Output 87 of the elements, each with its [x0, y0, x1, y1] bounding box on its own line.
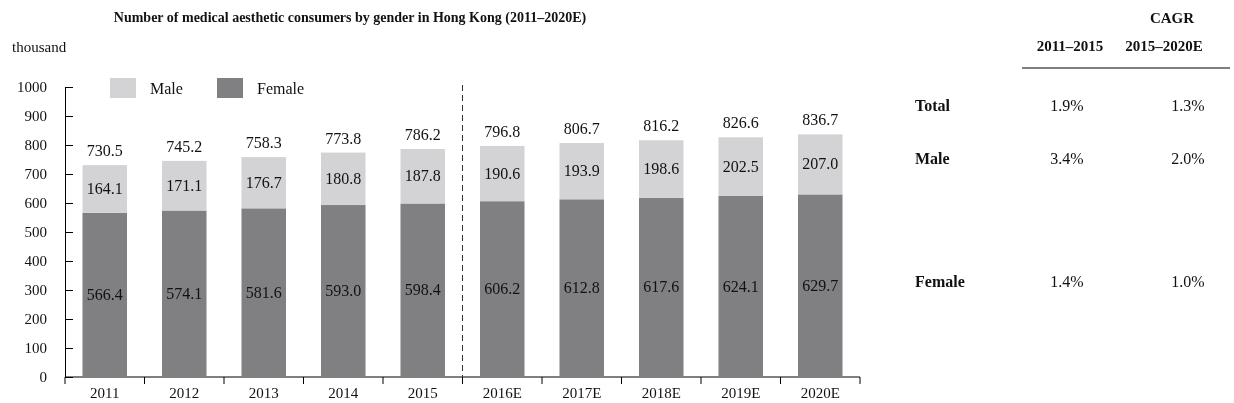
- data-label: 187.8: [404, 167, 441, 185]
- y-axis-title: thousand: [12, 39, 67, 55]
- bar: [718, 137, 764, 197]
- total-label: 806.7: [563, 120, 600, 138]
- bar: [400, 203, 446, 377]
- y-tick-label: 900: [24, 108, 47, 125]
- bar: [161, 210, 207, 377]
- data-label: 617.6: [643, 278, 680, 296]
- total-label: 816.2: [643, 117, 680, 135]
- bar: [559, 199, 605, 377]
- data-label: 593.0: [325, 282, 362, 300]
- y-tick-label: 700: [24, 166, 47, 183]
- data-label: 180.8: [325, 169, 362, 187]
- y-tick-label: 600: [24, 195, 47, 212]
- bar: [559, 143, 605, 200]
- x-tick-label: 2016E: [482, 384, 522, 401]
- bar: [82, 165, 128, 213]
- text: CAGR: [1149, 10, 1195, 26]
- category-label: Female: [915, 273, 965, 290]
- data-label: 598.4: [404, 281, 441, 299]
- data-label: 629.7: [802, 276, 839, 294]
- data-label: 164.1: [86, 179, 123, 197]
- y-tick-label: 0: [39, 369, 47, 386]
- text: 3.4%: [1050, 150, 1084, 167]
- y-tick-label: 400: [24, 253, 47, 270]
- data-label: 606.2: [484, 280, 521, 298]
- data-label: 581.6: [245, 283, 282, 301]
- total-label: 730.5: [86, 142, 123, 160]
- data-label: 566.4: [86, 285, 123, 303]
- x-tick-label: 2011: [90, 384, 120, 401]
- category-label: Male: [915, 150, 950, 167]
- text: 1.4%: [1050, 273, 1084, 290]
- total-label: 773.8: [325, 129, 362, 147]
- text: 1.3%: [1171, 97, 1205, 114]
- data-label: 190.6: [484, 164, 521, 182]
- total-label: 796.8: [484, 122, 521, 140]
- bar: [797, 194, 843, 377]
- x-tick-label: 2015: [407, 384, 438, 401]
- data-label: 171.1: [166, 176, 203, 194]
- category-label: Total: [915, 97, 950, 114]
- total-label: 758.3: [245, 134, 282, 152]
- data-label: 624.1: [722, 277, 759, 295]
- text: 1.9%: [1050, 97, 1084, 114]
- bar: [797, 134, 843, 195]
- bar: [638, 140, 684, 198]
- bar: [82, 212, 128, 377]
- y-tick-label: 800: [24, 137, 47, 154]
- legend-label: Female: [257, 80, 305, 97]
- y-tick-label: 100: [24, 340, 47, 357]
- category-label: 2011–2015: [1036, 38, 1104, 54]
- total-label: 836.7: [802, 111, 839, 129]
- text: 1.0%: [1171, 273, 1205, 290]
- x-tick-label: 2018E: [641, 384, 681, 401]
- total-label: 826.6: [722, 114, 759, 132]
- total-label: 745.2: [166, 137, 203, 155]
- y-tick-label: 200: [24, 311, 47, 328]
- bar: [479, 201, 525, 377]
- data-label: 202.5: [722, 157, 759, 175]
- x-tick-label: 2013: [248, 384, 279, 401]
- data-label: 176.7: [245, 173, 282, 191]
- data-label: 574.1: [166, 284, 203, 302]
- category-label: 2015–2020E: [1125, 38, 1203, 54]
- bar: [241, 157, 287, 209]
- chart-title: Number of medical aesthetic consumers by gender in Hong Kong (2011–2020E): [113, 10, 587, 26]
- y-tick-label: 300: [24, 282, 47, 299]
- bar: [161, 160, 207, 211]
- legend-label: Male: [150, 80, 183, 97]
- bar: [718, 196, 764, 377]
- x-tick-label: 2012: [169, 384, 200, 401]
- data-label: 612.8: [563, 279, 600, 297]
- y-tick-label: 500: [24, 224, 47, 241]
- bar: [638, 197, 684, 377]
- x-tick-label: 2019E: [721, 384, 761, 401]
- bar: [479, 145, 525, 202]
- bar: [400, 149, 446, 204]
- x-tick-label: 2014: [328, 384, 359, 401]
- x-tick-label: 2017E: [562, 384, 602, 401]
- data-label: 207.0: [802, 155, 839, 173]
- text: 2.0%: [1171, 150, 1205, 167]
- y-tick-label: 1000: [17, 79, 47, 96]
- bar: [320, 205, 366, 377]
- bar: [320, 152, 366, 206]
- data-label: 193.9: [563, 162, 600, 180]
- total-label: 786.2: [404, 126, 441, 143]
- bar: [241, 208, 287, 377]
- x-tick-label: 2020E: [800, 384, 840, 401]
- data-label: 198.6: [643, 160, 680, 178]
